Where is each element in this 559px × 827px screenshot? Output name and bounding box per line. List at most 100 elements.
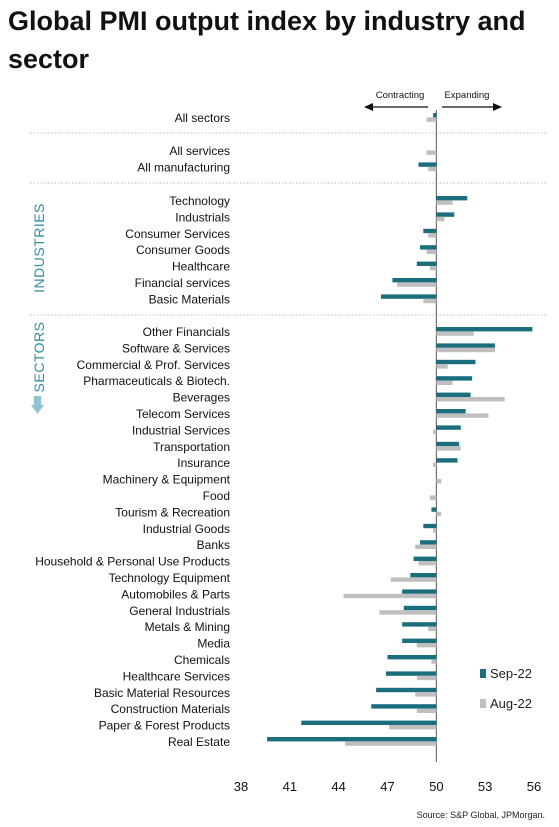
bar-aug-commercial-and-prof-services bbox=[436, 364, 448, 369]
bar-aug-tourism-and-recreation bbox=[436, 511, 442, 517]
bar-aug-industrial-goods bbox=[433, 528, 437, 533]
row-label-pharmaceuticals-and-biotech: Pharmaceuticals & Biotech. bbox=[83, 374, 230, 388]
bar-sep-healthcare bbox=[416, 261, 437, 266]
bar-aug-banks bbox=[415, 544, 437, 549]
down-arrow-icon bbox=[31, 396, 44, 414]
bar-aug-healthcare-services bbox=[416, 675, 437, 681]
bar-aug-industrial-services bbox=[433, 429, 437, 435]
row-label-transportation: Transportation bbox=[153, 440, 230, 454]
row-label-industrial-goods: Industrial Goods bbox=[143, 522, 230, 536]
bar-sep-tourism-and-recreation bbox=[431, 507, 437, 512]
bar-sep-insurance bbox=[436, 458, 458, 463]
chart-title: Global PMI output index by industry and … bbox=[8, 6, 526, 74]
bar-sep-banks bbox=[420, 540, 437, 545]
row-label-technology-equipment: Technology Equipment bbox=[109, 571, 231, 585]
bar-aug-software-and-services bbox=[436, 347, 495, 353]
bar-aug-general-industrials bbox=[379, 610, 437, 615]
bar-aug-real-estate bbox=[345, 741, 437, 746]
industries-group-label: INDUSTRIES bbox=[31, 203, 47, 293]
bar-sep-industrial-goods bbox=[423, 523, 437, 529]
row-label-all-services: All services bbox=[169, 144, 230, 158]
category-labels: All sectors All services All manufacturing… bbox=[35, 111, 230, 749]
row-label-other-financials: Other Financials bbox=[143, 325, 230, 339]
bar-sep-other-financials bbox=[436, 327, 533, 332]
left-arrow-icon bbox=[364, 103, 373, 111]
bar-sep-real-estate bbox=[267, 737, 437, 742]
bar-sep-all-manufacturing bbox=[418, 162, 437, 167]
bar-sep-transportation bbox=[436, 441, 460, 447]
row-label-general-industrials: General Industrials bbox=[129, 604, 230, 618]
bar-aug-household-and-personal-use-products bbox=[418, 561, 437, 566]
row-label-banks: Banks bbox=[197, 538, 230, 552]
row-label-software-and-services: Software & Services bbox=[122, 341, 230, 355]
bar-aug-basic-material-resources bbox=[415, 692, 437, 697]
bar-sep-paper-and-forest-products bbox=[301, 720, 437, 725]
bar-aug-technology-equipment bbox=[390, 577, 437, 582]
bar-sep-consumer-goods bbox=[420, 245, 437, 250]
x-tick-38: 38 bbox=[234, 779, 248, 794]
bar-sep-software-and-services bbox=[436, 343, 495, 348]
row-label-all-manufacturing: All manufacturing bbox=[137, 160, 230, 174]
bar-sep-technology-equipment bbox=[410, 573, 437, 578]
bar-sep-basic-material-resources bbox=[376, 687, 437, 693]
bar-aug-healthcare bbox=[429, 266, 437, 271]
bar-sep-financial-services bbox=[392, 278, 437, 283]
x-tick-44: 44 bbox=[331, 779, 345, 794]
legend-swatch-sep bbox=[480, 669, 486, 678]
bar-aug-all-sectors bbox=[426, 117, 437, 122]
row-label-technology: Technology bbox=[169, 194, 230, 208]
bar-aug-metals-and-mining bbox=[428, 626, 437, 631]
row-label-commercial-and-prof-services: Commercial & Prof. Services bbox=[77, 358, 230, 372]
x-tick-47: 47 bbox=[380, 779, 394, 794]
row-label-consumer-goods: Consumer Goods bbox=[136, 243, 230, 257]
row-label-paper-and-forest-products: Paper & Forest Products bbox=[99, 719, 230, 733]
x-tick-56: 56 bbox=[527, 779, 541, 794]
bar-aug-consumer-goods bbox=[426, 249, 437, 254]
row-label-beverages: Beverages bbox=[173, 391, 230, 405]
row-label-metals-and-mining: Metals & Mining bbox=[145, 620, 230, 634]
bar-sep-general-industrials bbox=[403, 605, 437, 611]
row-label-insurance: Insurance bbox=[177, 456, 230, 470]
x-axis-ticks: 38 41 44 47 50 53 56 bbox=[234, 779, 541, 794]
legend-label-aug: Aug-22 bbox=[490, 696, 532, 711]
bar-aug-transportation bbox=[436, 446, 461, 451]
bar-aug-automobiles-and-parts bbox=[343, 593, 437, 599]
direction-indicator: Contracting Expanding bbox=[364, 90, 502, 111]
row-label-financial-services: Financial services bbox=[135, 276, 230, 290]
row-label-machinery-and-equipment: Machinery & Equipment bbox=[103, 473, 231, 487]
expanding-label: Expanding bbox=[445, 90, 490, 101]
x-tick-53: 53 bbox=[478, 779, 492, 794]
bar-aug-industrials bbox=[436, 216, 445, 222]
sectors-group-label: SECTORS bbox=[31, 322, 47, 393]
bar-aug-consumer-services bbox=[428, 233, 437, 238]
legend: Sep-22 Aug-22 bbox=[480, 666, 532, 711]
row-label-all-sectors: All sectors bbox=[175, 111, 230, 125]
bar-aug-all-manufacturing bbox=[428, 166, 437, 172]
bar-aug-beverages bbox=[436, 397, 505, 402]
bar-aug-chemicals bbox=[431, 659, 437, 664]
bar-sep-consumer-services bbox=[423, 228, 437, 234]
contracting-label: Contracting bbox=[376, 90, 425, 101]
row-label-chemicals: Chemicals bbox=[174, 653, 230, 667]
legend-swatch-aug bbox=[480, 699, 486, 708]
bar-sep-pharmaceuticals-and-biotech bbox=[436, 376, 473, 381]
row-label-media: Media bbox=[197, 637, 230, 651]
bar-aug-other-financials bbox=[436, 331, 474, 336]
bar-aug-financial-services bbox=[397, 282, 437, 287]
row-label-real-estate: Real Estate bbox=[168, 735, 230, 749]
bar-sep-basic-materials bbox=[380, 294, 437, 299]
bar-aug-basic-materials bbox=[423, 298, 437, 304]
bar-sep-metals-and-mining bbox=[402, 622, 437, 627]
row-label-food: Food bbox=[203, 489, 230, 503]
row-label-household-and-personal-use-products: Household & Personal Use Products bbox=[35, 555, 230, 569]
bar-aug-machinery-and-equipment bbox=[436, 479, 442, 484]
bar-aug-insurance bbox=[433, 462, 437, 467]
row-label-industrials: Industrials bbox=[175, 210, 230, 224]
group-separators bbox=[30, 132, 548, 316]
bar-sep-automobiles-and-parts bbox=[402, 589, 437, 594]
row-label-telecom-services: Telecom Services bbox=[136, 407, 230, 421]
row-label-tourism-and-recreation: Tourism & Recreation bbox=[115, 505, 230, 519]
row-label-automobiles-and-parts: Automobiles & Parts bbox=[121, 587, 230, 601]
bar-sep-commercial-and-prof-services bbox=[436, 359, 476, 365]
